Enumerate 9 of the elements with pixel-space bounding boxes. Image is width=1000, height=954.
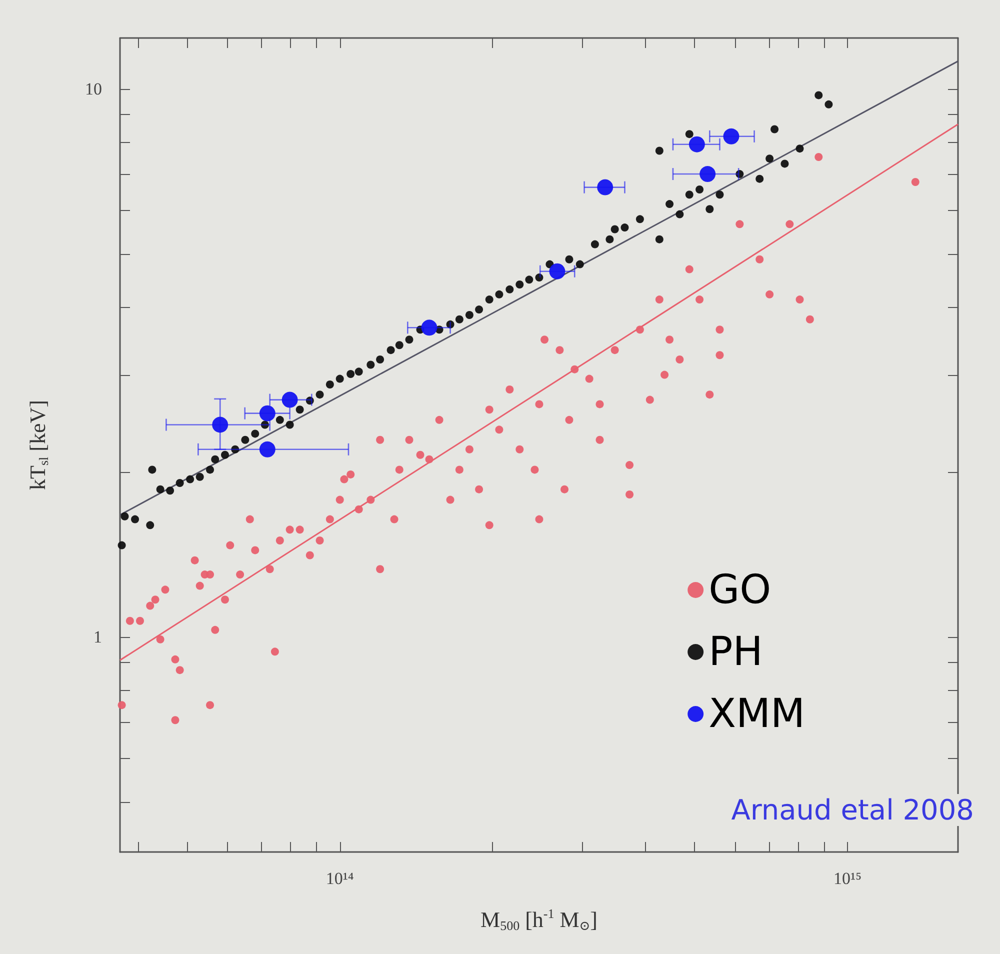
legend-label: PH	[708, 629, 763, 675]
annotation: Arnaud etal 2008	[731, 794, 974, 826]
legend-label: GO	[708, 567, 772, 613]
legend-label: XMM	[708, 691, 806, 737]
y-tick-label: 1	[94, 627, 102, 646]
x-tick-label: 10¹⁵	[834, 869, 862, 888]
y-axis-title: kTsl [keV]	[25, 400, 51, 490]
y-tick-label: 10	[85, 80, 102, 99]
x-tick-label: 10¹⁴	[326, 869, 354, 888]
